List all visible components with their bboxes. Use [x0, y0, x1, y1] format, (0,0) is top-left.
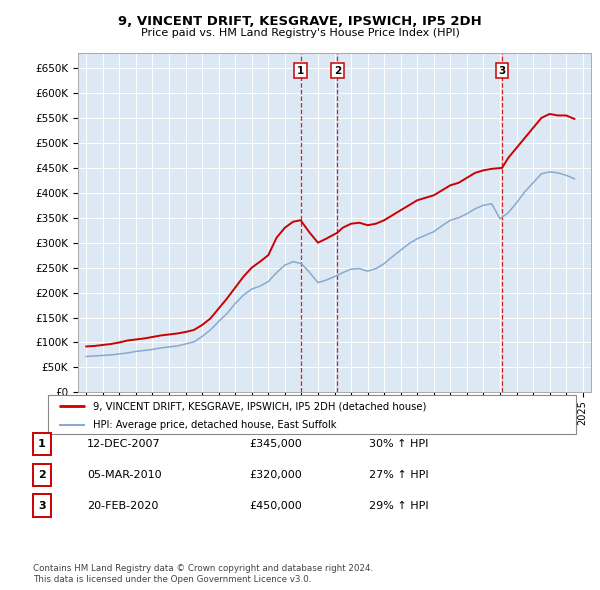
- Text: 30% ↑ HPI: 30% ↑ HPI: [369, 440, 428, 449]
- Text: £320,000: £320,000: [249, 470, 302, 480]
- FancyBboxPatch shape: [33, 494, 51, 517]
- Text: 12-DEC-2007: 12-DEC-2007: [87, 440, 161, 449]
- Text: 2: 2: [334, 65, 341, 76]
- Text: HPI: Average price, detached house, East Suffolk: HPI: Average price, detached house, East…: [93, 420, 337, 430]
- FancyBboxPatch shape: [33, 433, 51, 455]
- Text: 29% ↑ HPI: 29% ↑ HPI: [369, 501, 428, 510]
- Text: Price paid vs. HM Land Registry's House Price Index (HPI): Price paid vs. HM Land Registry's House …: [140, 28, 460, 38]
- Text: 2: 2: [38, 470, 46, 480]
- Text: This data is licensed under the Open Government Licence v3.0.: This data is licensed under the Open Gov…: [33, 575, 311, 584]
- Text: 9, VINCENT DRIFT, KESGRAVE, IPSWICH, IP5 2DH: 9, VINCENT DRIFT, KESGRAVE, IPSWICH, IP5…: [118, 15, 482, 28]
- Text: 05-MAR-2010: 05-MAR-2010: [87, 470, 161, 480]
- Text: Contains HM Land Registry data © Crown copyright and database right 2024.: Contains HM Land Registry data © Crown c…: [33, 565, 373, 573]
- Text: 3: 3: [38, 501, 46, 510]
- Text: £345,000: £345,000: [249, 440, 302, 449]
- FancyBboxPatch shape: [33, 464, 51, 486]
- Text: 27% ↑ HPI: 27% ↑ HPI: [369, 470, 428, 480]
- Text: 3: 3: [499, 65, 506, 76]
- Text: 1: 1: [297, 65, 304, 76]
- Text: 20-FEB-2020: 20-FEB-2020: [87, 501, 158, 510]
- FancyBboxPatch shape: [48, 395, 576, 434]
- Text: 9, VINCENT DRIFT, KESGRAVE, IPSWICH, IP5 2DH (detached house): 9, VINCENT DRIFT, KESGRAVE, IPSWICH, IP5…: [93, 401, 426, 411]
- Text: £450,000: £450,000: [249, 501, 302, 510]
- Text: 1: 1: [38, 440, 46, 449]
